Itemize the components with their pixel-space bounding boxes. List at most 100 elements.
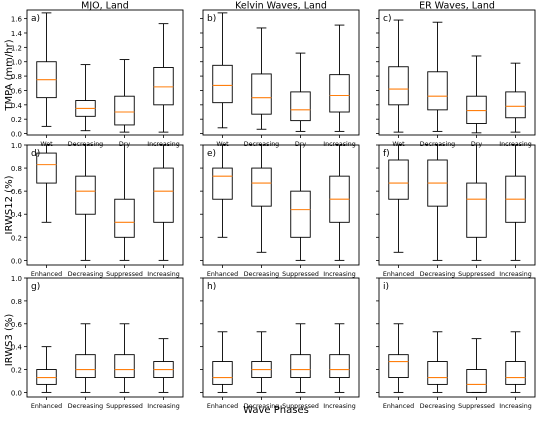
box	[329, 74, 350, 113]
y-tick-label: 0.2	[11, 367, 22, 375]
box	[153, 167, 174, 223]
box	[153, 67, 174, 106]
x-tick-label: Increasing	[147, 141, 180, 148]
box	[466, 369, 487, 393]
y-tick-label: 0.8	[11, 298, 22, 306]
x-tick-label: Wet	[40, 141, 53, 148]
panel-label: e)	[207, 149, 216, 159]
x-tick-label: Decreasing	[420, 141, 455, 148]
x-tick-label: Dry	[295, 141, 306, 148]
box	[427, 361, 448, 385]
box	[114, 198, 135, 238]
box	[251, 167, 272, 207]
x-axis-label: Wave Phases	[243, 405, 309, 416]
row-ylabel-1: TMPA (mm/hr)	[4, 39, 15, 111]
box	[290, 190, 311, 238]
box	[329, 354, 350, 378]
x-tick-label: Decreasing	[68, 141, 103, 148]
row-ylabel-2: IRWS12 (%)	[4, 175, 15, 234]
box	[75, 354, 96, 378]
x-tick-label: Increasing	[323, 271, 356, 278]
box	[212, 361, 233, 385]
y-tick-label: 1.0	[11, 142, 22, 150]
panel-title: ER Waves, Land	[419, 1, 495, 12]
y-tick-label: 0.4	[11, 102, 23, 110]
x-tick-label: Suppressed	[282, 403, 319, 410]
axes-frame	[26, 9, 184, 136]
x-tick-label: Enhanced	[31, 403, 62, 410]
y-tick-label: 1.0	[11, 275, 22, 283]
x-tick-label: Increasing	[147, 271, 180, 278]
x-tick-label: Decreasing	[244, 141, 279, 148]
y-tick-label: 0.8	[11, 165, 22, 173]
box	[466, 95, 487, 124]
x-tick-label: Decreasing	[244, 403, 279, 410]
box	[36, 152, 57, 184]
panel-label: b)	[207, 14, 216, 24]
x-tick-label: Suppressed	[106, 403, 143, 410]
axes-frame	[378, 277, 536, 398]
panel-label: h)	[207, 282, 216, 292]
y-tick-label: 0.0	[11, 131, 22, 139]
x-tick-label: Enhanced	[207, 403, 238, 410]
panel-8: Enhanced Decreasing Suppressed Increasing h)	[200, 277, 360, 410]
panel-7: 0.0 0.2 0.4 0.6 0.8 1.0 Enhanced Decreasing Supp…	[11, 275, 184, 410]
y-tick-label: 0.6	[11, 321, 23, 329]
x-tick-label: Dry	[119, 141, 130, 148]
box	[36, 369, 57, 385]
box	[114, 95, 135, 126]
panel-title: MJO, Land	[81, 1, 129, 12]
box	[388, 66, 409, 106]
box	[388, 159, 409, 200]
x-tick-label: Increasing	[499, 141, 532, 148]
y-tick-label: 0.4	[11, 211, 23, 219]
x-tick-label: Suppressed	[106, 271, 143, 278]
x-tick-label: Increasing	[323, 141, 356, 148]
panel-2: Wet Decreasing Dry Increasing b) Kelvin Waves…	[200, 1, 360, 148]
x-tick-label: Enhanced	[383, 403, 414, 410]
x-tick-label: Suppressed	[458, 403, 495, 410]
panel-9: Enhanced Decreasing Suppressed Increasing i)	[376, 277, 536, 410]
x-tick-label: Wet	[392, 141, 405, 148]
y-tick-label: 1.6	[11, 16, 23, 24]
x-tick-label: Decreasing	[68, 403, 103, 410]
y-tick-label: 0.6	[11, 188, 23, 196]
panel-1: 0.0 0.2 0.4 0.6 0.8 1.0 1.2 1.4 1.6 Wet Decreasing…	[11, 1, 184, 148]
x-tick-label: Decreasing	[68, 271, 103, 278]
axes-frame	[26, 144, 184, 266]
panel-label: f)	[383, 149, 390, 159]
x-tick-label: Decreasing	[420, 403, 455, 410]
box	[466, 182, 487, 238]
panel-title: Kelvin Waves, Land	[235, 1, 327, 12]
row-ylabel-3: IRWS3 (%)	[4, 314, 15, 367]
y-tick-label: 1.4	[11, 30, 23, 38]
x-tick-label: Increasing	[147, 403, 180, 410]
x-tick-label: Decreasing	[420, 271, 455, 278]
box	[212, 64, 233, 104]
panel-3: Wet Decreasing Dry Increasing c) ER Waves, La…	[376, 1, 536, 148]
axes-frame	[26, 277, 184, 398]
panel-label: g)	[31, 282, 40, 292]
box	[114, 354, 135, 378]
x-tick-label: Enhanced	[31, 271, 62, 278]
y-tick-label: 0.0	[11, 257, 22, 265]
panel-label: a)	[31, 14, 40, 24]
box	[290, 91, 311, 122]
axes-frame	[202, 277, 360, 398]
x-tick-label: Increasing	[323, 403, 356, 410]
axes-frame	[202, 9, 360, 136]
y-tick-label: 0.2	[11, 116, 22, 124]
axes-frame	[378, 144, 536, 266]
x-tick-label: Dry	[471, 141, 482, 148]
y-tick-label: 0.4	[11, 344, 23, 352]
box	[212, 167, 233, 200]
x-tick-label: Suppressed	[458, 271, 495, 278]
axes-frame	[202, 144, 360, 266]
box	[290, 354, 311, 378]
y-tick-label: 0.8	[11, 73, 22, 81]
panel-label: d)	[31, 149, 40, 159]
